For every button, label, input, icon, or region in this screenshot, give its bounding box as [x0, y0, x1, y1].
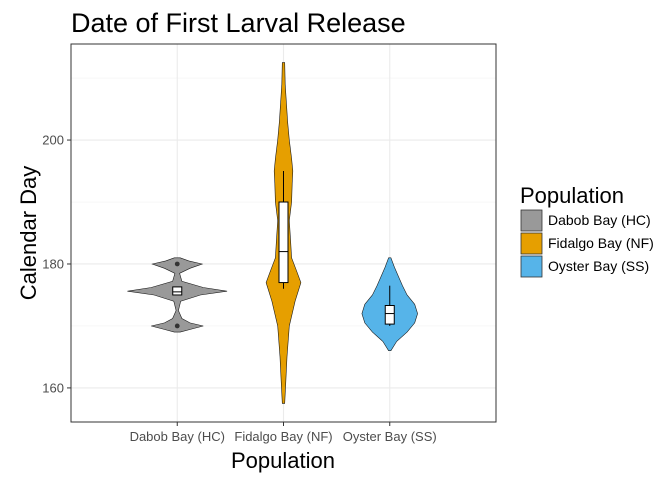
legend-swatch [520, 209, 543, 232]
plot-panel [70, 43, 497, 423]
legend-swatch [520, 232, 543, 255]
legend-label: Oyster Bay (SS) [548, 258, 649, 274]
legend-label: Dabob Bay (HC) [548, 212, 651, 228]
legend-label: Fidalgo Bay (NF) [548, 235, 654, 251]
legend-title: Population [520, 183, 624, 208]
legend-swatch [520, 255, 543, 278]
box [172, 286, 183, 296]
y-tick-label: 180 [42, 256, 64, 271]
y-tick-label: 160 [42, 380, 64, 395]
y-axis-title: Calendar Day [16, 166, 41, 301]
x-tick-label: Fidalgo Bay (NF) [234, 429, 332, 444]
x-tick-label: Oyster Bay (SS) [343, 429, 437, 444]
outlier-point [174, 323, 180, 329]
box [384, 305, 395, 325]
box [278, 201, 289, 284]
x-axis-title: Population [231, 448, 335, 473]
y-tick-label: 200 [42, 133, 64, 148]
outlier-point [174, 261, 180, 267]
legend: Population Dabob Bay (HC) Fidalgo Bay (NF… [520, 183, 654, 278]
x-tick-label: Dabob Bay (HC) [130, 429, 225, 444]
chart-title: Date of First Larval Release [71, 8, 406, 38]
